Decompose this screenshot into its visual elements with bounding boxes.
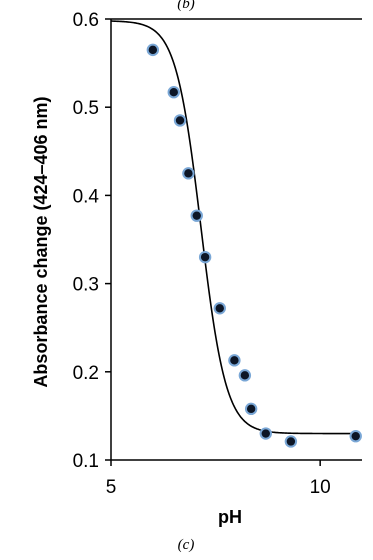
x-axis-label: pH	[218, 507, 242, 527]
x-ticks: 5 10	[106, 460, 331, 498]
data-point	[238, 369, 252, 382]
data-point	[167, 86, 180, 99]
y-tick-label: 0.2	[73, 363, 99, 384]
y-ticks: 0.1 0.2 0.3 0.4 0.5 0.6	[73, 10, 111, 472]
data-point	[228, 354, 241, 367]
panel-label: (c)	[178, 537, 195, 553]
x-tick-label: 5	[106, 477, 117, 498]
data-point	[259, 427, 272, 440]
data-point	[349, 429, 362, 443]
y-tick-label: 0.3	[73, 275, 99, 296]
axes	[110, 18, 362, 461]
fit-curve	[110, 20, 356, 435]
data-point	[198, 250, 212, 264]
data-point	[244, 402, 258, 416]
y-tick-label: 0.5	[73, 98, 99, 119]
y-axis-label: Absorbance change (424–406 nm)	[31, 96, 51, 387]
y-tick-label: 0.1	[73, 451, 99, 472]
data-point	[182, 167, 195, 180]
data-point	[284, 435, 298, 448]
y-tick-label: 0.4	[73, 186, 100, 207]
data-point	[173, 114, 187, 127]
data-point	[190, 209, 203, 222]
panel-top-label: (b)	[177, 0, 195, 12]
x-tick-label: 10	[310, 477, 331, 498]
data-points	[146, 43, 362, 448]
data-point	[213, 302, 226, 315]
data-point	[146, 43, 160, 57]
y-tick-label: 0.6	[73, 10, 99, 31]
